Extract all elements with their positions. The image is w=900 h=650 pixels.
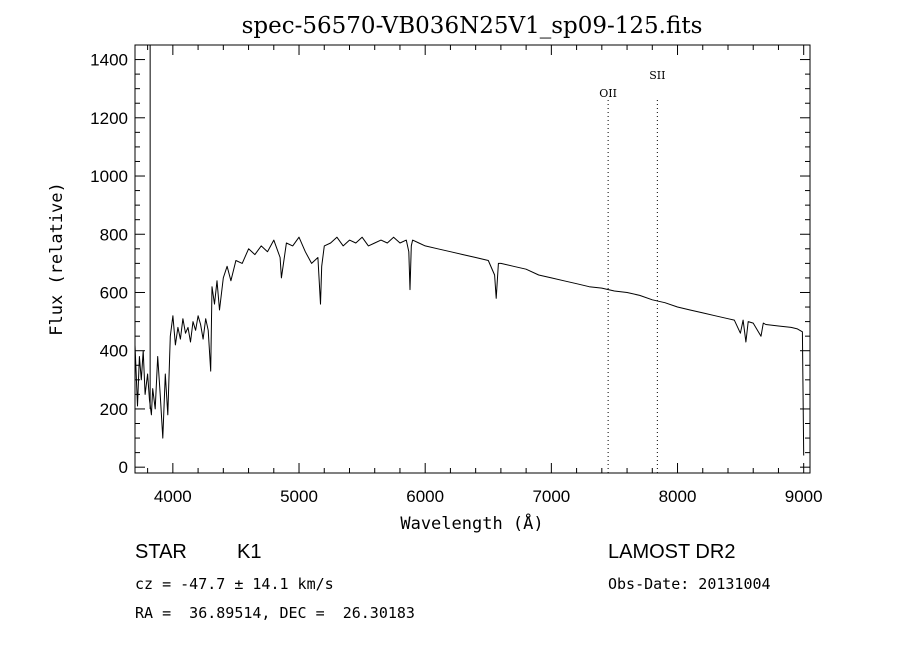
annotation-label: OII <box>599 87 617 100</box>
line-annotations: OII SII <box>149 45 665 473</box>
x-tick-label: 5000 <box>280 487 318 506</box>
y-tick-label: 1400 <box>90 51 128 70</box>
y-tick-label: 800 <box>100 225 128 244</box>
y-tick-label: 600 <box>100 283 128 302</box>
coordinates-text: RA = 36.89514, DEC = 26.30183 <box>135 604 415 622</box>
spectrum-chart: spec-56570-VB036N25V1_sp09-125.fits 4000… <box>47 13 823 534</box>
x-tick-label: 8000 <box>659 487 697 506</box>
x-tick-label: 4000 <box>154 487 192 506</box>
object-type-label: STAR <box>135 541 187 563</box>
y-axis-label: Flux (relative) <box>47 182 67 336</box>
obs-date-text: Obs-Date: 20131004 <box>608 575 771 593</box>
subclass-label: K1 <box>237 541 262 563</box>
axis-ticks: 4000 5000 6000 7000 8000 9000 0 200 400 600 800 100… <box>90 45 823 506</box>
y-tick-label: 200 <box>100 400 128 419</box>
survey-label: LAMOST DR2 <box>608 541 736 563</box>
x-tick-label: 6000 <box>406 487 444 506</box>
y-tick-label: 0 <box>119 458 128 477</box>
y-tick-label: 1000 <box>90 167 128 186</box>
redshift-text: cz = -47.7 ± 14.1 km/s <box>135 575 334 593</box>
x-tick-label: 9000 <box>785 487 823 506</box>
plot-frame <box>134 44 811 474</box>
x-tick-label: 7000 <box>532 487 570 506</box>
spectrum-series-line <box>134 236 805 456</box>
annotation-label: SII <box>649 69 665 82</box>
y-tick-label: 400 <box>100 342 128 361</box>
y-tick-label: 1200 <box>90 109 128 128</box>
chart-title: spec-56570-VB036N25V1_sp09-125.fits <box>242 13 703 39</box>
x-axis-label: Wavelength (Å) <box>400 512 543 534</box>
